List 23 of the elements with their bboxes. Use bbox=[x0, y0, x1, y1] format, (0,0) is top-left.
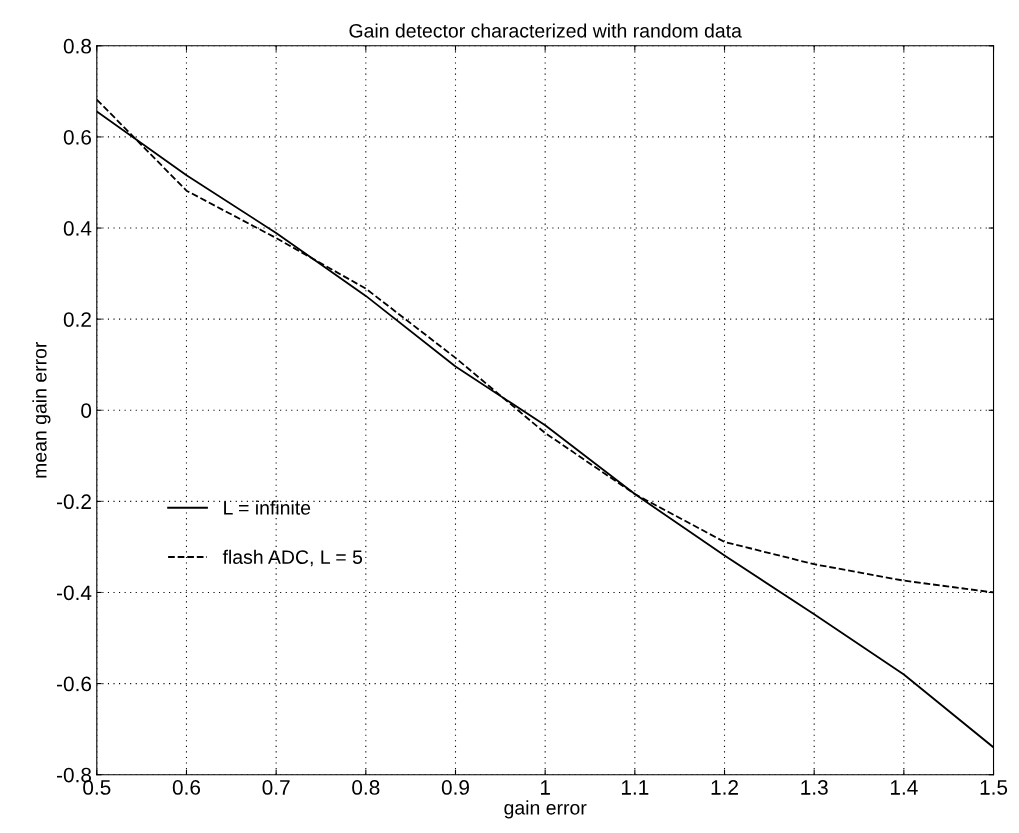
x-tick-label: 0.6 bbox=[172, 780, 201, 795]
x-tick-label: 1.2 bbox=[711, 780, 738, 795]
x-tick-label: 0.9 bbox=[441, 780, 469, 795]
x-tick-label: 1.1 bbox=[621, 780, 649, 795]
x-tick-label: 1 bbox=[540, 780, 550, 795]
y-tick-label: -0.4 bbox=[56, 585, 92, 601]
x-tick-label: 0.7 bbox=[262, 780, 290, 795]
chart-title: Gain detector characterized with random data bbox=[349, 23, 742, 38]
y-tick-label: -0.2 bbox=[56, 494, 91, 510]
y-tick-label: 0.4 bbox=[63, 221, 92, 236]
x-tick-label: 1.4 bbox=[890, 780, 918, 795]
y-tick-label: 0.8 bbox=[63, 38, 92, 54]
legend-label: flash ADC, L = 5 bbox=[222, 549, 363, 567]
legend-label: L = infinite bbox=[224, 500, 311, 515]
x-tick-label: 1.3 bbox=[801, 780, 828, 795]
x-tick-label: 1.5 bbox=[980, 780, 1008, 795]
x-axis-title: gain error bbox=[504, 800, 587, 819]
y-tick-label: -0.6 bbox=[56, 676, 92, 692]
x-tick-label: 0.8 bbox=[352, 780, 380, 795]
y-tick-label: 0 bbox=[81, 403, 92, 419]
y-axis-title: mean gain error bbox=[32, 341, 51, 478]
y-tick-label: 0.6 bbox=[63, 129, 92, 145]
y-tick-label: 0.2 bbox=[63, 312, 91, 327]
